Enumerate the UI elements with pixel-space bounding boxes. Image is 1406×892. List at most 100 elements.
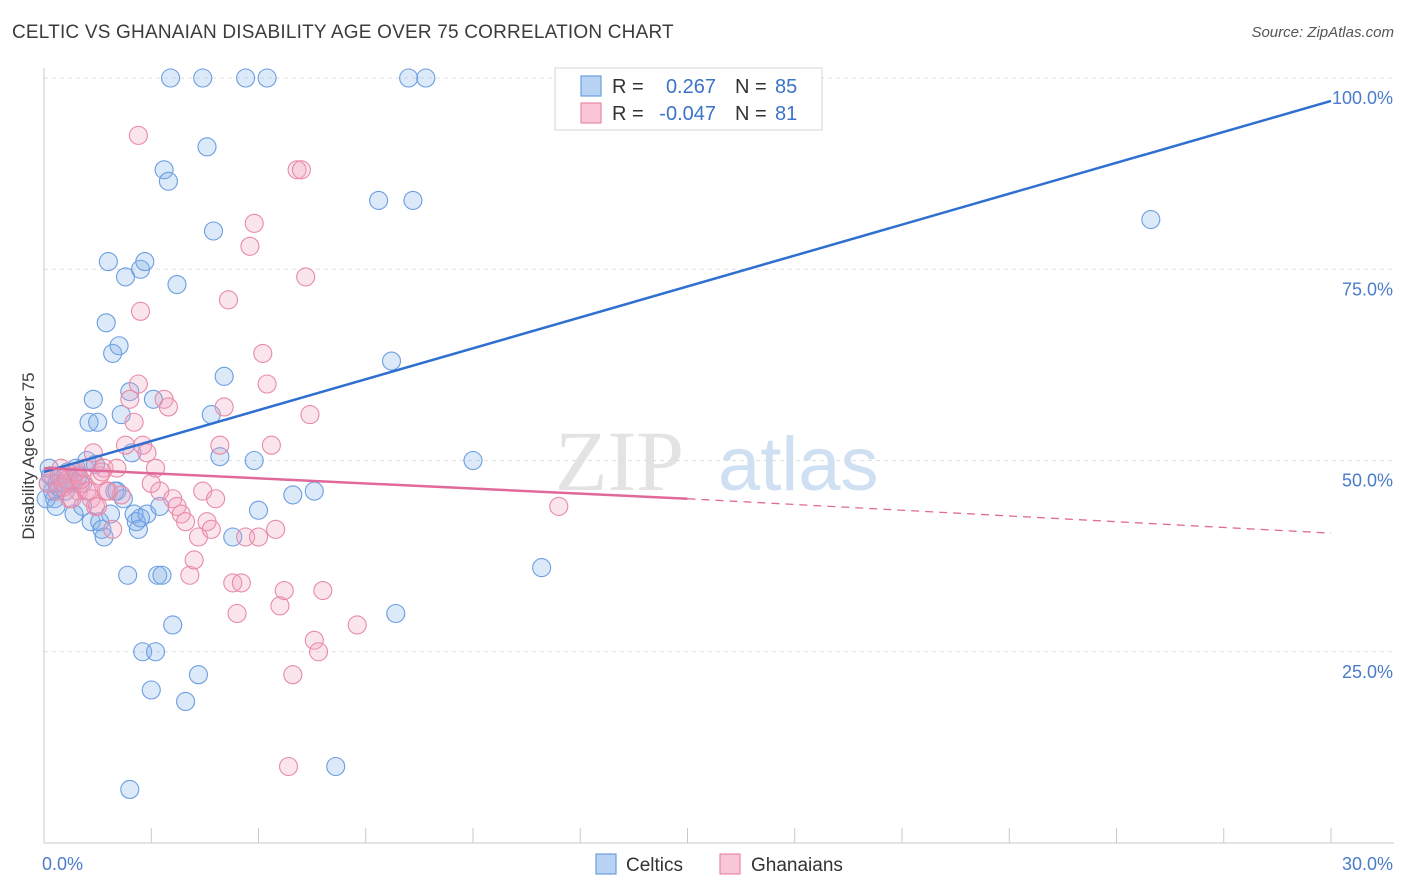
ghanaians-point <box>227 603 247 624</box>
celtics-point <box>36 489 56 509</box>
legend-r-label-celtics: R = <box>612 76 644 98</box>
ghanaians-point <box>253 343 273 363</box>
celtics-point <box>304 481 324 501</box>
celtics-point <box>154 160 174 180</box>
celtics-point <box>120 779 140 800</box>
watermark-atlas: atlas <box>718 422 879 507</box>
celtics-point <box>193 68 213 88</box>
ghanaians-point <box>96 481 116 501</box>
ghanaians-point <box>214 397 234 417</box>
legend: R = 0.267 N = 85 R = -0.047 N = 81 <box>554 67 823 131</box>
legend-n-label-ghanaians: N = <box>735 103 767 125</box>
ghanaians-point <box>300 405 320 425</box>
legend-n-label-celtics: N = <box>735 76 767 98</box>
ghanaians-point <box>231 573 251 593</box>
celtics-point <box>135 252 155 272</box>
ghanaians-point <box>278 756 299 777</box>
celtics-point <box>463 450 483 471</box>
celtics-point <box>167 274 187 295</box>
celtics-point <box>369 190 389 210</box>
ghanaians-point <box>274 580 294 601</box>
celtics-point <box>130 508 151 528</box>
ghanaians-point <box>201 519 221 539</box>
legend-n-value-celtics: 85 <box>775 76 797 98</box>
y-tick-label: 100.0% <box>1332 88 1393 108</box>
ghanaians-point <box>313 580 333 601</box>
y-tick-label: 50.0% <box>1342 471 1393 491</box>
celtics-point <box>416 68 436 88</box>
celtics-point <box>197 137 217 157</box>
ghanaians-point <box>218 290 239 310</box>
celtics-point <box>210 447 230 467</box>
celtics-point <box>1141 209 1161 230</box>
x-axis-ticks <box>43 828 1332 843</box>
celtics-point <box>152 565 172 585</box>
chart-title: CELTIC VS GHANAIAN DISABILITY AGE OVER 7… <box>12 22 674 43</box>
ghanaians-point <box>158 397 178 417</box>
celtics-trend-line <box>43 99 1332 474</box>
celtics-point <box>532 558 552 578</box>
celtics-point <box>403 190 423 210</box>
celtics-point <box>248 500 269 520</box>
chart-source: Source: ZipAtlas.com <box>1251 24 1394 41</box>
celtics-point <box>399 68 419 88</box>
celtics-point <box>143 389 163 409</box>
celtics-point <box>163 615 183 635</box>
celtics-point <box>203 221 224 241</box>
y-axis-tick-labels: 25.0% 50.0% 75.0% 100.0% <box>1332 88 1393 682</box>
celtics-point <box>283 485 303 505</box>
y-tick-label: 25.0% <box>1342 662 1393 682</box>
ghanaians-point <box>62 489 82 509</box>
legend-swatch-celtics <box>580 75 602 97</box>
celtics-point <box>158 171 178 191</box>
legend-n-value-ghanaians: 81 <box>775 103 797 125</box>
celtics-point <box>115 267 136 287</box>
ghanaians-point <box>111 485 131 505</box>
ghanaians-point <box>261 435 281 455</box>
celtics-point <box>236 68 256 88</box>
ghanaians-point <box>296 267 316 287</box>
celtics-point <box>98 252 118 272</box>
celtics-point <box>386 603 406 624</box>
celtics-point <box>214 366 234 386</box>
celtics-point <box>88 412 108 432</box>
bottom-legend: Celtics Ghanaians <box>595 853 843 876</box>
celtics-point <box>96 313 116 333</box>
bottom-legend-swatch-ghanaians <box>719 853 741 875</box>
ghanaians-point <box>309 642 329 662</box>
celtics-point <box>83 389 103 409</box>
celtics-point <box>118 565 138 585</box>
ghanaians-point <box>304 630 324 650</box>
ghanaians-point <box>240 236 260 256</box>
ghanaians-point <box>128 125 148 145</box>
ghanaians-point <box>130 301 151 321</box>
bottom-legend-swatch-celtics <box>595 853 617 875</box>
y-tick-label: 75.0% <box>1342 279 1393 299</box>
celtics-point <box>109 336 129 356</box>
ghanaians-point <box>210 435 230 455</box>
celtics-point <box>148 565 168 585</box>
celtics-point <box>103 343 123 363</box>
ghanaians-point <box>283 665 303 685</box>
celtics-point <box>92 519 112 539</box>
celtics-point <box>176 691 196 712</box>
ghanaians-point <box>88 496 108 516</box>
celtics-point <box>141 680 161 700</box>
legend-swatch-ghanaians <box>580 102 602 124</box>
ghanaians-point <box>257 374 277 394</box>
ghanaians-trend-line-extension <box>687 498 1332 534</box>
y-axis-title: Disability Age Over 75 <box>19 372 38 539</box>
celtics-point <box>244 450 264 471</box>
bottom-legend-label-celtics: Celtics <box>626 855 683 876</box>
ghanaians-point <box>287 160 307 180</box>
ghanaians-point <box>184 550 204 570</box>
ghanaians-point <box>549 496 569 516</box>
ghanaians-point <box>244 213 264 233</box>
legend-r-value-celtics: 0.267 <box>666 76 716 98</box>
celtics-point <box>145 642 166 662</box>
celtics-point <box>257 68 277 88</box>
ghanaians-point <box>128 374 148 394</box>
ghanaians-point <box>266 519 286 539</box>
ghanaians-trend-line <box>43 466 688 500</box>
